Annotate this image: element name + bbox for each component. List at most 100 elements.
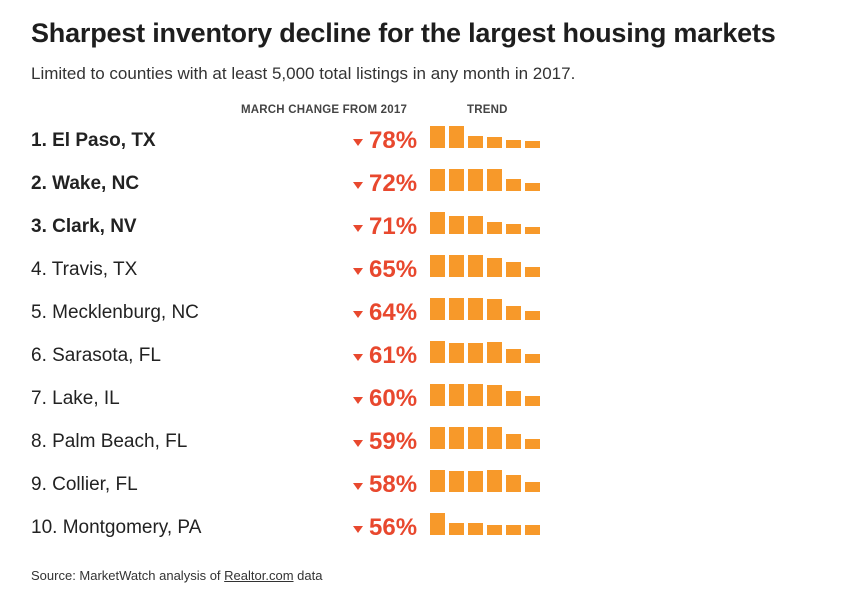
trend-bar: [449, 523, 464, 535]
table-row: 2. Wake, NC 72%: [0, 162, 857, 205]
trend-bar: [468, 343, 483, 363]
trend-bar: [506, 475, 521, 492]
trend-bar: [468, 255, 483, 277]
trend-bar: [506, 140, 521, 148]
down-arrow-icon: [353, 182, 363, 189]
source-prefix: Source: MarketWatch analysis of: [31, 568, 225, 583]
source-suffix: data: [293, 568, 323, 583]
trend-bar: [468, 471, 483, 492]
trend-sparkline: [430, 162, 550, 205]
trend-bar: [487, 525, 502, 535]
county-name: 6. Sarasota, FL: [31, 345, 161, 366]
trend-sparkline: [430, 291, 550, 334]
county-name: 10. Montgomery, PA: [31, 517, 202, 538]
trend-bar: [487, 299, 502, 320]
trend-bar: [468, 169, 483, 191]
trend-bar: [449, 427, 464, 449]
down-arrow-icon: [353, 139, 363, 146]
trend-sparkline: [430, 248, 550, 291]
trend-sparkline: [430, 506, 550, 549]
table-row: 10. Montgomery, PA 56%: [0, 506, 857, 549]
change-value: 72%: [369, 170, 418, 197]
trend-bar: [430, 427, 445, 449]
trend-bar: [487, 258, 502, 277]
trend-bar: [449, 471, 464, 492]
change-value: 64%: [369, 299, 418, 326]
trend-bar: [525, 227, 540, 234]
down-arrow-icon: [353, 225, 363, 232]
table-row: 9. Collier, FL 58%: [0, 463, 857, 506]
trend-bar: [430, 298, 445, 320]
down-arrow-icon: [353, 354, 363, 361]
trend-bar: [430, 169, 445, 191]
trend-bar: [468, 136, 483, 148]
trend-bar: [487, 169, 502, 191]
table-row: 6. Sarasota, FL 61%: [0, 334, 857, 377]
trend-bar: [506, 391, 521, 406]
trend-bar: [525, 354, 540, 363]
trend-bar: [449, 169, 464, 191]
trend-bar: [506, 306, 521, 320]
trend-bar: [449, 255, 464, 277]
trend-bar: [487, 427, 502, 449]
county-name: 5. Mecklenburg, NC: [31, 302, 199, 323]
change-value: 60%: [369, 385, 418, 412]
trend-bar: [506, 262, 521, 277]
down-arrow-icon: [353, 311, 363, 318]
county-name: 1. El Paso, TX: [31, 130, 156, 151]
table-row: 8. Palm Beach, FL 59%: [0, 420, 857, 463]
trend-bar: [525, 439, 540, 449]
trend-bar: [468, 298, 483, 320]
down-arrow-icon: [353, 397, 363, 404]
trend-bar: [506, 434, 521, 449]
change-value: 59%: [369, 428, 418, 455]
source-link[interactable]: Realtor.com: [224, 568, 294, 583]
change-value: 58%: [369, 471, 418, 498]
trend-bar: [525, 183, 540, 191]
county-name: 9. Collier, FL: [31, 474, 138, 495]
change-value: 65%: [369, 256, 418, 283]
trend-sparkline: [430, 119, 550, 162]
county-name: 3. Clark, NV: [31, 216, 137, 237]
change-value: 56%: [369, 514, 418, 541]
trend-sparkline: [430, 463, 550, 506]
column-header-change: MARCH CHANGE FROM 2017: [241, 104, 408, 116]
trend-bar: [506, 525, 521, 535]
table-row: 3. Clark, NV 71%: [0, 205, 857, 248]
trend-bar: [487, 470, 502, 492]
county-name: 7. Lake, IL: [31, 388, 120, 409]
trend-bar: [525, 525, 540, 535]
trend-bar: [506, 224, 521, 234]
down-arrow-icon: [353, 440, 363, 447]
trend-bar: [468, 216, 483, 234]
trend-bar: [525, 396, 540, 406]
county-name: 2. Wake, NC: [31, 173, 140, 194]
trend-sparkline: [430, 420, 550, 463]
trend-bar: [430, 470, 445, 492]
down-arrow-icon: [353, 268, 363, 275]
trend-sparkline: [430, 377, 550, 420]
trend-bar: [506, 349, 521, 363]
trend-bar: [430, 255, 445, 277]
trend-bar: [449, 384, 464, 406]
trend-bar: [525, 267, 540, 277]
trend-sparkline: [430, 334, 550, 377]
trend-bar: [487, 342, 502, 363]
trend-bar: [525, 482, 540, 492]
chart-title: Sharpest inventory decline for the large…: [31, 18, 776, 48]
trend-bar: [430, 513, 445, 535]
trend-bar: [468, 427, 483, 449]
trend-bar: [506, 179, 521, 191]
change-value: 78%: [369, 127, 418, 154]
table-row: 5. Mecklenburg, NC 64%: [0, 291, 857, 334]
change-value: 61%: [369, 342, 418, 369]
trend-bar: [430, 126, 445, 148]
trend-bar: [525, 141, 540, 148]
trend-bar: [487, 137, 502, 148]
trend-bar: [449, 343, 464, 363]
trend-bar: [487, 385, 502, 406]
trend-bar: [430, 212, 445, 234]
down-arrow-icon: [353, 483, 363, 490]
table-row: 4. Travis, TX 65%: [0, 248, 857, 291]
